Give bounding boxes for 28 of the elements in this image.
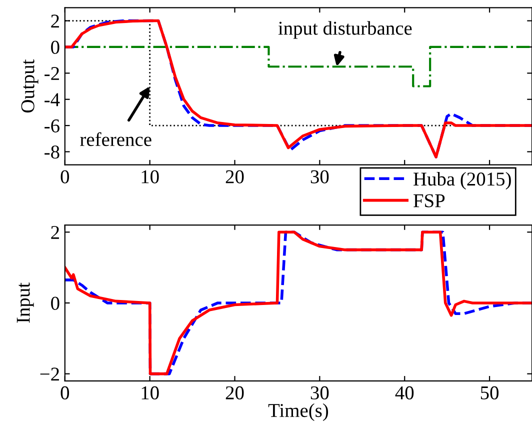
y-tick-label: -2 bbox=[44, 67, 59, 80]
legend-label: Huba (2015) bbox=[414, 172, 511, 190]
x-tick-label: 10 bbox=[142, 386, 159, 400]
y-tick-label: -6 bbox=[44, 119, 60, 132]
y-axis-title: Output bbox=[21, 59, 38, 112]
y-tick-label: −2 bbox=[40, 368, 59, 381]
x-tick-label: 50 bbox=[480, 386, 499, 400]
x-tick-label: 0 bbox=[60, 170, 70, 184]
x-axis-title: Time(s) bbox=[268, 403, 328, 422]
x-tick-label: 30 bbox=[310, 386, 329, 400]
x-tick-label: 10 bbox=[142, 170, 159, 184]
y-tick-label: 0 bbox=[51, 40, 60, 54]
y-tick-label: -8 bbox=[44, 146, 60, 159]
x-tick-label: 40 bbox=[395, 386, 414, 400]
y-tick-label: 0 bbox=[51, 296, 60, 310]
legend-label: FSP bbox=[414, 194, 445, 208]
y-tick-label: 2 bbox=[51, 14, 59, 28]
x-tick-label: 20 bbox=[226, 386, 244, 400]
line-series bbox=[64, 19, 532, 158]
line-series bbox=[64, 230, 532, 376]
y-tick-label: 2 bbox=[51, 226, 59, 239]
y-axis-title: Input bbox=[16, 282, 34, 323]
x-tick-label: 30 bbox=[310, 170, 329, 184]
annotation: input disturbance bbox=[278, 21, 412, 39]
annotation: reference bbox=[80, 132, 152, 146]
y-tick-label: -4 bbox=[44, 93, 60, 106]
x-tick-label: 20 bbox=[226, 170, 244, 184]
x-tick-label: 0 bbox=[60, 386, 70, 400]
